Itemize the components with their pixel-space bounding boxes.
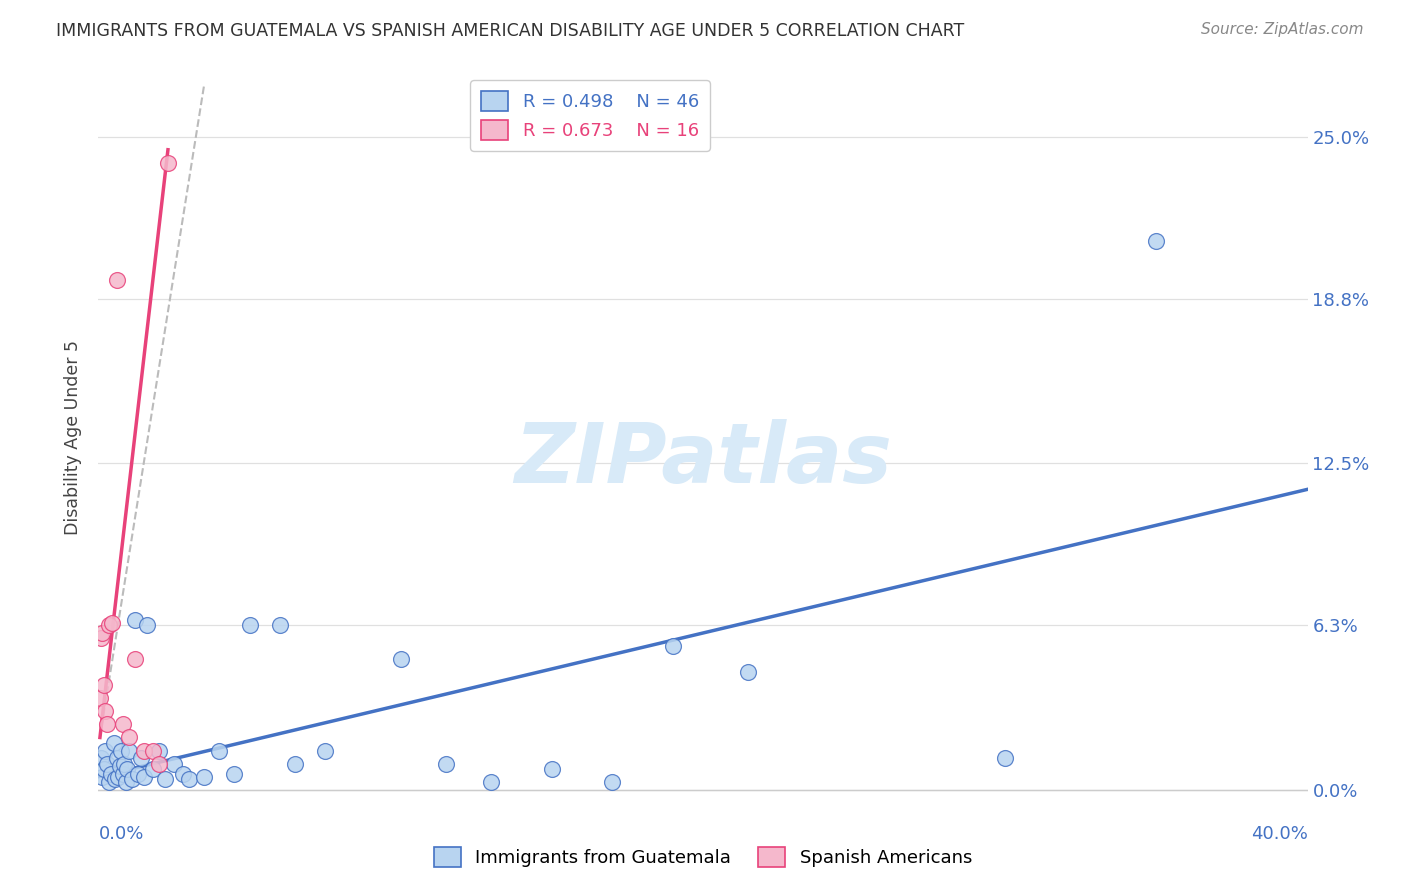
Point	[108, 759, 131, 773]
Point	[105, 273, 128, 287]
Text: IMMIGRANTS FROM GUATEMALA VS SPANISH AMERICAN DISABILITY AGE UNDER 5 CORRELATION: IMMIGRANTS FROM GUATEMALA VS SPANISH AME…	[56, 22, 965, 40]
Point	[103, 736, 125, 750]
Point	[91, 770, 114, 784]
Point	[124, 613, 146, 627]
Point	[148, 743, 170, 757]
Point	[94, 743, 117, 757]
Point	[142, 743, 165, 757]
Point	[96, 717, 118, 731]
Point	[269, 618, 291, 632]
Point	[662, 639, 685, 653]
Point	[111, 767, 134, 781]
Point	[129, 751, 152, 765]
Point	[142, 762, 165, 776]
Point	[93, 678, 115, 692]
Point	[602, 775, 624, 789]
Point	[96, 756, 118, 771]
Point	[111, 717, 134, 731]
Point	[105, 751, 128, 765]
Point	[90, 751, 112, 765]
Point	[994, 751, 1017, 765]
Point	[114, 775, 136, 789]
Point	[110, 743, 132, 757]
Point	[239, 618, 262, 632]
Point	[135, 618, 157, 632]
Point	[163, 756, 186, 771]
Point	[118, 731, 141, 745]
Point	[389, 652, 412, 666]
Point	[1146, 234, 1168, 248]
Point	[132, 743, 155, 757]
Text: 40.0%: 40.0%	[1251, 825, 1308, 843]
Point	[104, 772, 127, 787]
Point	[156, 156, 179, 170]
Text: ZIPatlas: ZIPatlas	[515, 418, 891, 500]
Point	[314, 743, 336, 757]
Point	[127, 767, 149, 781]
Point	[179, 772, 201, 787]
Point	[284, 756, 307, 771]
Point	[434, 756, 457, 771]
Legend: R = 0.498    N = 46, R = 0.673    N = 16: R = 0.498 N = 46, R = 0.673 N = 16	[470, 80, 710, 151]
Point	[193, 770, 215, 784]
Point	[89, 691, 111, 706]
Text: Source: ZipAtlas.com: Source: ZipAtlas.com	[1201, 22, 1364, 37]
Legend: Immigrants from Guatemala, Spanish Americans: Immigrants from Guatemala, Spanish Ameri…	[426, 839, 980, 874]
Point	[101, 615, 124, 630]
Point	[90, 632, 112, 646]
Point	[172, 767, 194, 781]
Point	[98, 618, 121, 632]
Point	[91, 626, 114, 640]
Point	[153, 772, 176, 787]
Point	[115, 762, 138, 776]
Point	[112, 756, 135, 771]
Point	[100, 767, 122, 781]
Point	[737, 665, 759, 680]
Text: 0.0%: 0.0%	[98, 825, 143, 843]
Point	[481, 775, 503, 789]
Point	[98, 775, 121, 789]
Point	[541, 762, 564, 776]
Point	[132, 770, 155, 784]
Point	[93, 762, 115, 776]
Point	[118, 743, 141, 757]
Point	[124, 652, 146, 666]
Point	[208, 743, 231, 757]
Point	[94, 705, 117, 719]
Point	[148, 756, 170, 771]
Point	[107, 770, 129, 784]
Point	[224, 767, 246, 781]
Point	[121, 772, 143, 787]
Y-axis label: Disability Age Under 5: Disability Age Under 5	[65, 340, 83, 534]
